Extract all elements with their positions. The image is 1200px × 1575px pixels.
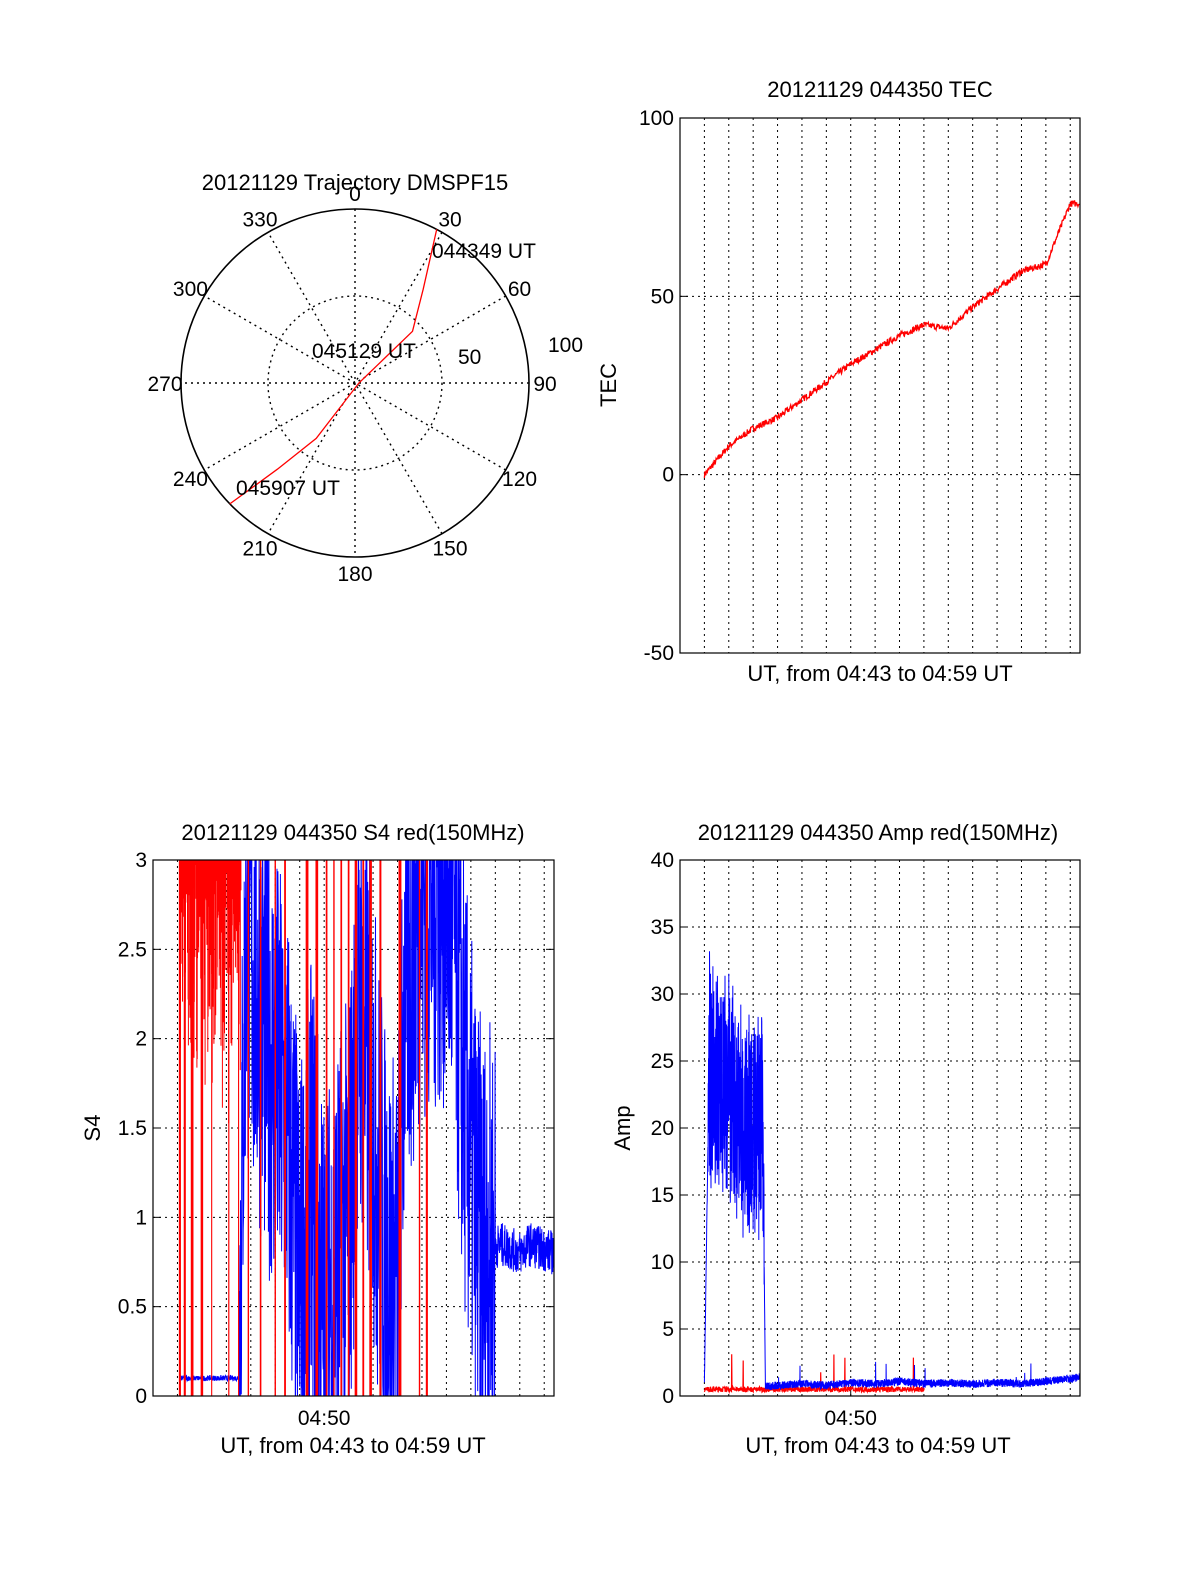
tec-title: 20121129 044350 TEC xyxy=(767,77,993,102)
y-tick-label: 0 xyxy=(662,1385,674,1408)
s4-blue-series-line xyxy=(179,860,554,1396)
y-tick-label: 25 xyxy=(651,1050,674,1073)
amp-x-ticks: 04:50 xyxy=(824,1386,877,1430)
tec-y-ticks: -50 0 50 100 xyxy=(639,107,1080,665)
azimuth-label-90: 90 xyxy=(533,373,556,396)
s4-plot-frame xyxy=(152,859,555,1397)
polar-inner-ring xyxy=(267,295,443,471)
azimuth-label-180: 180 xyxy=(337,563,372,586)
azimuth-label-0: 0 xyxy=(349,183,361,206)
trajectory-start-label: 044349 UT xyxy=(432,240,536,263)
amp-blue-series-line xyxy=(703,951,1080,1391)
amp-chart: 20121129 044350 Amp red(150MHz) 0 5 10 15 20… xyxy=(610,820,1081,1458)
s4-title: 20121129 044350 S4 red(150MHz) xyxy=(181,820,524,845)
y-tick-label: 0 xyxy=(135,1385,147,1408)
y-tick-label: 1 xyxy=(135,1206,147,1229)
azimuth-labels: 0 30 60 90 120 150 180 210 240 270 300 330 xyxy=(147,183,556,586)
azimuth-label-120: 120 xyxy=(502,468,537,491)
amp-y-ticks: 0 5 10 15 20 25 30 35 40 xyxy=(651,849,1080,1408)
amp-x-axis-label: UT, from 04:43 to 04:59 UT xyxy=(745,1433,1010,1458)
y-tick-label: 0 xyxy=(662,464,674,487)
tec-x-axis-label: UT, from 04:43 to 04:59 UT xyxy=(747,661,1012,686)
amp-plot-frame xyxy=(679,859,1081,1397)
azimuth-label-30: 30 xyxy=(438,208,461,231)
s4-y-ticks: 0 0.5 1 1.5 2 2.5 3 xyxy=(118,849,554,1408)
radial-label-50: 50 xyxy=(458,346,481,369)
tec-grid xyxy=(680,118,1080,653)
y-tick-label: -50 xyxy=(644,642,674,665)
y-tick-label: 2.5 xyxy=(118,938,147,961)
y-tick-label: 50 xyxy=(651,285,674,308)
amp-title: 20121129 044350 Amp red(150MHz) xyxy=(698,820,1058,845)
tec-y-axis-label: TEC xyxy=(596,363,621,407)
y-tick-label: 30 xyxy=(651,983,674,1006)
polar-spokes xyxy=(181,209,529,557)
azimuth-label-150: 150 xyxy=(432,538,467,561)
y-tick-label: 20 xyxy=(651,1117,674,1140)
tec-plot-frame xyxy=(679,117,1081,654)
y-tick-label: 10 xyxy=(651,1251,674,1274)
azimuth-label-300: 300 xyxy=(173,278,208,301)
trajectory-mid-label: 045129 UT xyxy=(312,340,416,363)
azimuth-label-270: 270 xyxy=(147,373,182,396)
s4-x-axis-label: UT, from 04:43 to 04:59 UT xyxy=(220,1433,485,1458)
trajectory-series-line xyxy=(229,229,438,505)
y-tick-label: 5 xyxy=(662,1318,674,1341)
y-tick-label: 2 xyxy=(135,1028,147,1051)
y-tick-label: 1.5 xyxy=(118,1117,147,1140)
s4-series xyxy=(178,860,554,1396)
x-tick-label: 04:50 xyxy=(824,1407,877,1430)
radial-label-100: 100 xyxy=(548,334,583,357)
tec-series-line xyxy=(703,200,1080,478)
azimuth-label-210: 210 xyxy=(242,538,277,561)
amp-series xyxy=(703,951,1080,1395)
trajectory-polar-chart: 20121129 Trajectory DMSPF15 0 30 60 90 120 15… xyxy=(147,170,583,586)
amp-y-axis-label: Amp xyxy=(610,1105,635,1150)
y-tick-label: 0.5 xyxy=(118,1296,147,1319)
tec-chart: 20121129 044350 TEC -50 0 50 100 TEC UT, fr… xyxy=(596,77,1081,686)
azimuth-label-240: 240 xyxy=(173,468,208,491)
x-tick-label: 04:50 xyxy=(298,1407,351,1430)
y-tick-label: 100 xyxy=(639,107,674,130)
y-tick-label: 3 xyxy=(135,849,147,872)
y-tick-label: 35 xyxy=(651,916,674,939)
azimuth-label-330: 330 xyxy=(242,208,277,231)
y-tick-label: 40 xyxy=(651,849,674,872)
trajectory-title: 20121129 Trajectory DMSPF15 xyxy=(202,170,509,195)
s4-chart: 20121129 044350 S4 red(150MHz) 0 0.5 1 1.5 2… xyxy=(80,820,555,1458)
polar-spoke xyxy=(267,231,443,535)
s4-red-band xyxy=(179,860,242,1124)
trajectory-end-label: 045907 UT xyxy=(236,477,340,500)
y-tick-label: 15 xyxy=(651,1184,674,1207)
azimuth-label-60: 60 xyxy=(508,278,531,301)
s4-y-axis-label: S4 xyxy=(80,1115,105,1142)
